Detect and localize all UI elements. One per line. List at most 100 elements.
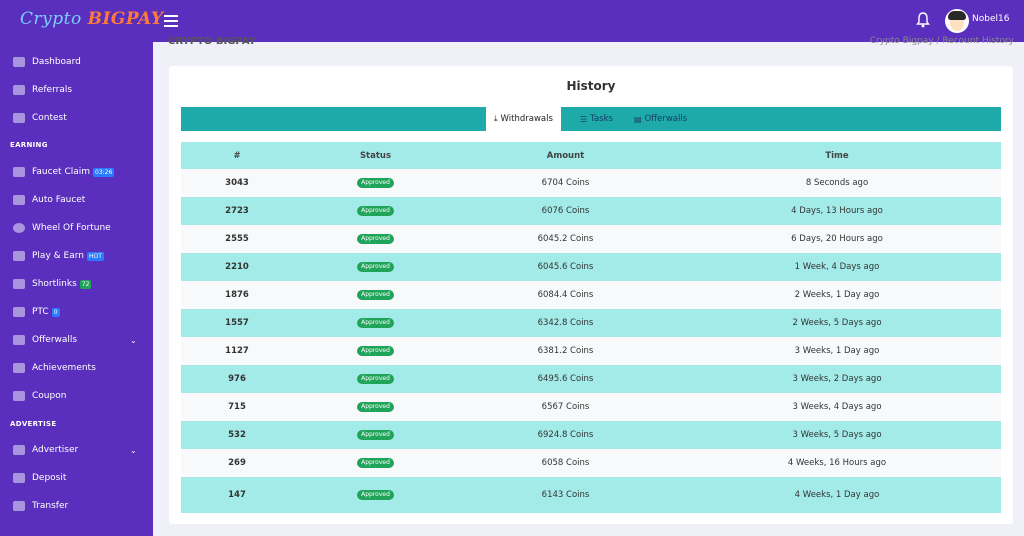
dice-icon [12, 250, 26, 262]
row-id: 532 [228, 430, 246, 440]
row-time: 2 Weeks, 5 Days ago [792, 318, 882, 328]
sidebar-item-faucet-claim[interactable]: Faucet Claim 03:26 [0, 162, 153, 182]
sidebar-item-label: Dashboard [32, 57, 81, 67]
row-amount: 6084.4 Coins [537, 290, 594, 300]
history-card: History ⤓ Withdrawals ☰ Tasks ▤ Offerwal… [169, 66, 1013, 524]
sidebar-item-offerwalls[interactable]: Offerwalls ⌄ [0, 330, 153, 350]
page-title: History [566, 79, 616, 93]
row-amount: 6924.8 Coins [537, 430, 594, 440]
row-amount: 6381.2 Coins [537, 346, 594, 356]
page-heading: CRYPTO BIGPAY [168, 36, 256, 47]
username[interactable]: Nobel16 [972, 14, 1010, 24]
sidebar-item-achievements[interactable]: Achievements [0, 358, 153, 378]
sidebar-item-label: Offerwalls [32, 335, 78, 345]
sidebar-item-label: Achievements [32, 363, 96, 373]
brand-logo[interactable]: Crypto BIGPAY [20, 9, 163, 29]
history-table: # Status Amount Time 3043 Approved 6704 … [181, 142, 1001, 513]
row-amount: 6045.2 Coins [537, 234, 594, 244]
chevron-down-icon: ⌄ [130, 335, 137, 345]
header-id: # [233, 150, 241, 161]
sidebar-item-label: Play & Earn [32, 251, 84, 261]
table-row: 715 Approved 6567 Coins 3 Weeks, 4 Days … [181, 393, 1001, 421]
sidebar-item-contest[interactable]: Contest [0, 108, 153, 128]
table-row: 2555 Approved 6045.2 Coins 6 Days, 20 Ho… [181, 225, 1001, 253]
sidebar-item-referrals[interactable]: Referrals [0, 80, 153, 100]
hamburger-menu-icon[interactable] [164, 12, 178, 30]
bell-icon[interactable] [916, 12, 932, 30]
status-badge: Approved [357, 402, 394, 412]
table-row: 976 Approved 6495.6 Coins 3 Weeks, 2 Day… [181, 365, 1001, 393]
count-badge: 72 [79, 279, 92, 289]
users-icon [12, 84, 26, 96]
sidebar-item-coupon[interactable]: Coupon [0, 386, 153, 406]
status-badge: Approved [357, 346, 394, 356]
row-amount: 6495.6 Coins [537, 374, 594, 384]
status-badge: Approved [357, 458, 394, 468]
sidebar-item-shortlinks[interactable]: Shortlinks 72 [0, 274, 153, 294]
status-badge: Approved [357, 234, 394, 244]
list-icon [12, 112, 26, 124]
row-amount: 6045.6 Coins [537, 262, 594, 272]
table-row: 1557 Approved 6342.8 Coins 2 Weeks, 5 Da… [181, 309, 1001, 337]
sidebar-item-label: Auto Faucet [32, 195, 86, 205]
row-id: 976 [228, 374, 246, 384]
sidebar-item-dashboard[interactable]: Dashboard [0, 52, 153, 72]
status-badge: Approved [357, 490, 394, 500]
header-time: Time [825, 150, 849, 161]
row-id: 2723 [225, 206, 249, 216]
row-amount: 6567 Coins [541, 402, 590, 412]
tab-withdrawals[interactable]: ⤓ Withdrawals [486, 107, 561, 131]
row-time: 3 Weeks, 5 Days ago [792, 430, 882, 440]
row-time: 3 Weeks, 2 Days ago [792, 374, 882, 384]
sidebar-item-advertiser[interactable]: Advertiser ⌄ [0, 440, 153, 460]
sidebar-item-wheel-of-fortune[interactable]: Wheel Of Fortune [0, 218, 153, 238]
chevron-down-icon: ⌄ [130, 445, 137, 455]
sidebar-item-deposit[interactable]: Deposit [0, 468, 153, 488]
row-time: 6 Days, 20 Hours ago [791, 234, 883, 244]
sidebar-item-play-earn[interactable]: Play & Earn HOT [0, 246, 153, 266]
row-time: 2 Weeks, 1 Day ago [794, 290, 880, 300]
tab-tasks[interactable]: ☰ Tasks [580, 107, 613, 131]
offerwall-icon [12, 334, 26, 346]
trophy-icon [12, 362, 26, 374]
row-id: 147 [228, 490, 246, 500]
status-badge: Approved [357, 318, 394, 328]
row-amount: 6704 Coins [541, 178, 590, 188]
row-amount: 6076 Coins [541, 206, 590, 216]
list-icon: ☰ [580, 114, 588, 124]
sidebar-item-label: PTC [32, 307, 49, 317]
row-id: 1557 [225, 318, 249, 328]
hand-coin-icon [12, 166, 26, 178]
tab-offerwalls[interactable]: ▤ Offerwalls [634, 107, 687, 131]
dashboard-icon [12, 56, 26, 68]
brand-part2: BIGPAY [87, 9, 164, 29]
sidebar-item-label: Shortlinks [32, 279, 77, 289]
row-time: 4 Weeks, 1 Day ago [794, 490, 880, 500]
sidebar-item-label: Wheel Of Fortune [32, 223, 111, 233]
sidebar-item-label: Coupon [32, 391, 67, 401]
tab-label: Tasks [590, 114, 613, 124]
cylinder-icon [12, 306, 26, 318]
status-badge: Approved [357, 374, 394, 384]
sidebar-item-label: Transfer [32, 501, 69, 511]
user-tie-icon [12, 444, 26, 456]
table-row: 1876 Approved 6084.4 Coins 2 Weeks, 1 Da… [181, 281, 1001, 309]
offerwall-icon: ▤ [634, 114, 642, 124]
row-id: 269 [228, 458, 246, 468]
sidebar-item-transfer[interactable]: Transfer [0, 496, 153, 516]
sidebar-item-label: Deposit [32, 473, 67, 483]
table-row: 2723 Approved 6076 Coins 4 Days, 13 Hour… [181, 197, 1001, 225]
sidebar-item-auto-faucet[interactable]: Auto Faucet [0, 190, 153, 210]
link-icon [12, 278, 26, 290]
row-amount: 6058 Coins [541, 458, 590, 468]
avatar[interactable] [945, 9, 969, 33]
status-badge: Approved [357, 430, 394, 440]
brand-part1: Crypto [20, 9, 82, 29]
timer-badge: 03:26 [93, 167, 115, 177]
header-status: Status [359, 150, 392, 161]
wheel-icon [12, 222, 26, 234]
sidebar-item-ptc[interactable]: PTC 0 [0, 302, 153, 322]
row-id: 2555 [225, 234, 249, 244]
top-bar: Crypto BIGPAY Nobel16 [0, 0, 1024, 42]
sidebar-item-label: Faucet Claim [32, 167, 91, 177]
